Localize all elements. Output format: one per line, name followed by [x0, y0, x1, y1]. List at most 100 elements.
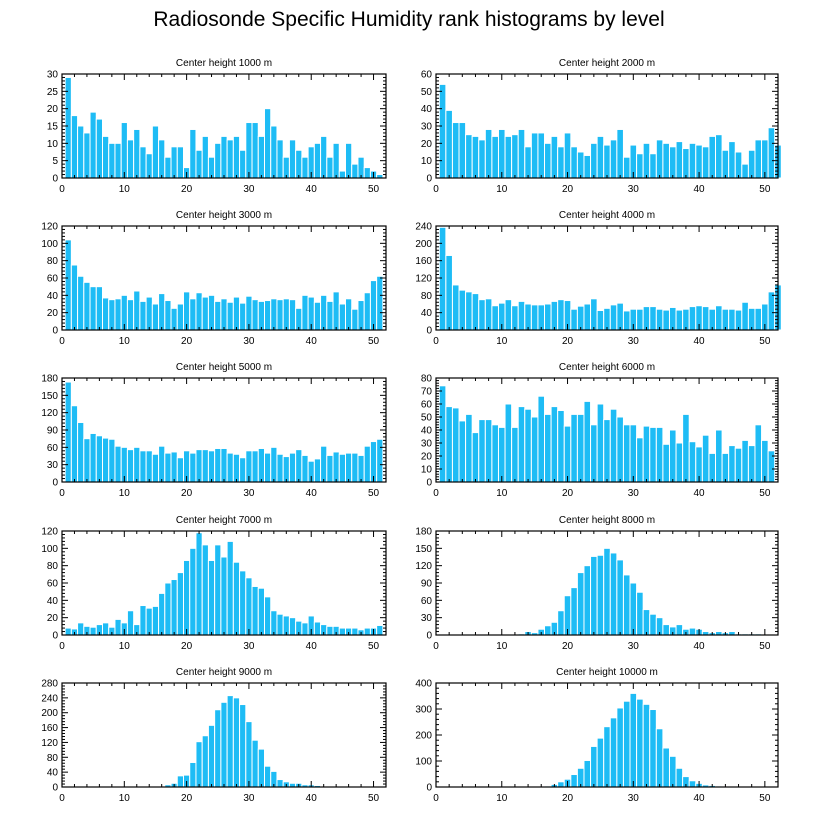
histogram-bar [550, 300, 559, 331]
histogram-bar [270, 610, 278, 636]
histogram-bar [530, 416, 539, 483]
histogram-bar [239, 570, 247, 636]
histogram-bar [682, 413, 690, 483]
y-tick-label: 80 [47, 561, 59, 572]
histogram-bar [170, 451, 178, 483]
histogram-bar [544, 142, 552, 179]
histogram-bar [195, 741, 203, 788]
histogram-bar [629, 424, 638, 483]
histogram-bar [357, 454, 365, 483]
histogram-bar [438, 83, 447, 179]
histogram-bar [214, 544, 222, 636]
y-tick-label: 60 [421, 70, 433, 81]
histogram-bar [688, 780, 697, 788]
histogram-bar [158, 139, 166, 179]
histogram-bar [133, 446, 141, 483]
tick-marks [61, 682, 387, 788]
x-tick-label: 10 [496, 488, 508, 499]
histogram-bar [603, 144, 611, 179]
histogram-bar [239, 704, 247, 788]
histogram-bar [220, 701, 228, 788]
histogram-bar [257, 748, 265, 788]
histogram-bar [108, 299, 116, 331]
histogram-bar [688, 627, 697, 636]
histogram-bar [264, 596, 272, 636]
y-tick-label: 0 [426, 326, 432, 337]
histogram-bar [471, 135, 480, 179]
bars [438, 226, 782, 331]
histogram-bar [126, 299, 135, 331]
histogram-bar [357, 156, 365, 179]
x-tick-label: 30 [628, 641, 640, 652]
histogram-bar [133, 128, 141, 179]
histogram-bar [590, 298, 598, 331]
bars [64, 532, 384, 636]
histogram-bar [596, 310, 605, 331]
histogram-bar [145, 450, 153, 483]
histogram-bar [741, 439, 749, 483]
histogram-bar [89, 432, 97, 483]
histogram-bar [245, 577, 253, 636]
histogram-bar [201, 544, 209, 636]
histogram-bar [345, 142, 353, 179]
histogram-bar [603, 419, 611, 483]
y-tick-label: 10 [421, 465, 433, 476]
histogram-bar [276, 139, 284, 179]
histogram-bar [183, 559, 191, 636]
histogram-bar [201, 296, 209, 331]
histogram-bar [376, 438, 384, 483]
histogram-bar [616, 302, 624, 331]
histogram-bar [583, 400, 592, 483]
histogram-bar [655, 728, 664, 788]
histogram-bar [747, 445, 756, 483]
histogram-bar [484, 298, 493, 331]
histogram-bar [622, 310, 631, 331]
x-tick-label: 20 [181, 641, 193, 652]
histogram-bar [264, 300, 272, 331]
y-tick-label: 0 [52, 783, 58, 794]
histogram-bar [603, 726, 611, 788]
histogram-bar [207, 559, 216, 636]
histogram-bar [288, 452, 297, 483]
histogram-bar [145, 296, 153, 331]
histogram-bar [108, 438, 116, 483]
y-tick-label: 80 [47, 753, 59, 764]
histogram-bar [108, 142, 116, 179]
x-tick-label: 50 [368, 184, 380, 195]
histogram-bar [120, 122, 128, 179]
histogram-bar [471, 293, 480, 331]
y-tick-label: 100 [41, 544, 58, 555]
x-tick-label: 20 [562, 793, 574, 804]
y-tick-label: 60 [421, 400, 433, 411]
histogram-bar [313, 621, 322, 636]
tick-marks [61, 225, 387, 331]
y-tick-label: 200 [415, 239, 432, 250]
histogram-bar [668, 146, 677, 179]
y-tick-label: 0 [426, 631, 432, 642]
histogram-bar [158, 293, 166, 331]
histogram-bar [642, 609, 651, 636]
histogram-bar [369, 441, 378, 483]
histogram-bar [655, 308, 664, 331]
x-tick-label: 40 [306, 641, 318, 652]
histogram-bar [688, 441, 697, 483]
histogram-bar [170, 307, 178, 331]
histogram-bar [207, 450, 216, 483]
histogram-bar [363, 167, 371, 179]
histogram-bar [636, 153, 644, 179]
x-tick-label: 20 [562, 184, 574, 195]
histogram-bar [517, 300, 526, 331]
y-tick-label: 150 [41, 391, 58, 402]
histogram-bar [721, 149, 730, 179]
histogram-bar [295, 307, 303, 331]
histogram-bar [151, 125, 160, 179]
histogram-bar [636, 437, 644, 483]
x-tick-label: 10 [119, 184, 131, 195]
x-tick-label: 20 [181, 488, 193, 499]
histogram-bar [497, 426, 506, 483]
histogram-bar [77, 275, 85, 331]
histogram-bar [609, 139, 618, 179]
histogram-bar [320, 445, 328, 483]
histogram-bar [675, 309, 684, 331]
histogram-bar [583, 154, 592, 179]
